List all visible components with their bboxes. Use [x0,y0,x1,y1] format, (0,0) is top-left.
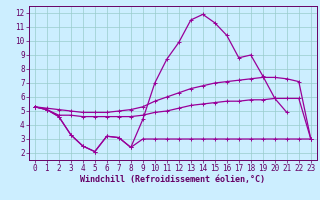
X-axis label: Windchill (Refroidissement éolien,°C): Windchill (Refroidissement éolien,°C) [80,175,265,184]
